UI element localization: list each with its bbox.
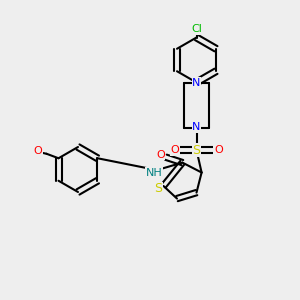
Text: N: N <box>192 77 201 88</box>
Text: O: O <box>156 150 165 160</box>
Text: O: O <box>170 145 179 155</box>
Text: S: S <box>193 143 200 157</box>
Text: O: O <box>34 146 43 156</box>
Text: Cl: Cl <box>191 24 202 34</box>
Text: NH: NH <box>146 167 162 178</box>
Text: O: O <box>214 145 223 155</box>
Text: N: N <box>192 122 201 133</box>
Text: S: S <box>154 182 162 196</box>
